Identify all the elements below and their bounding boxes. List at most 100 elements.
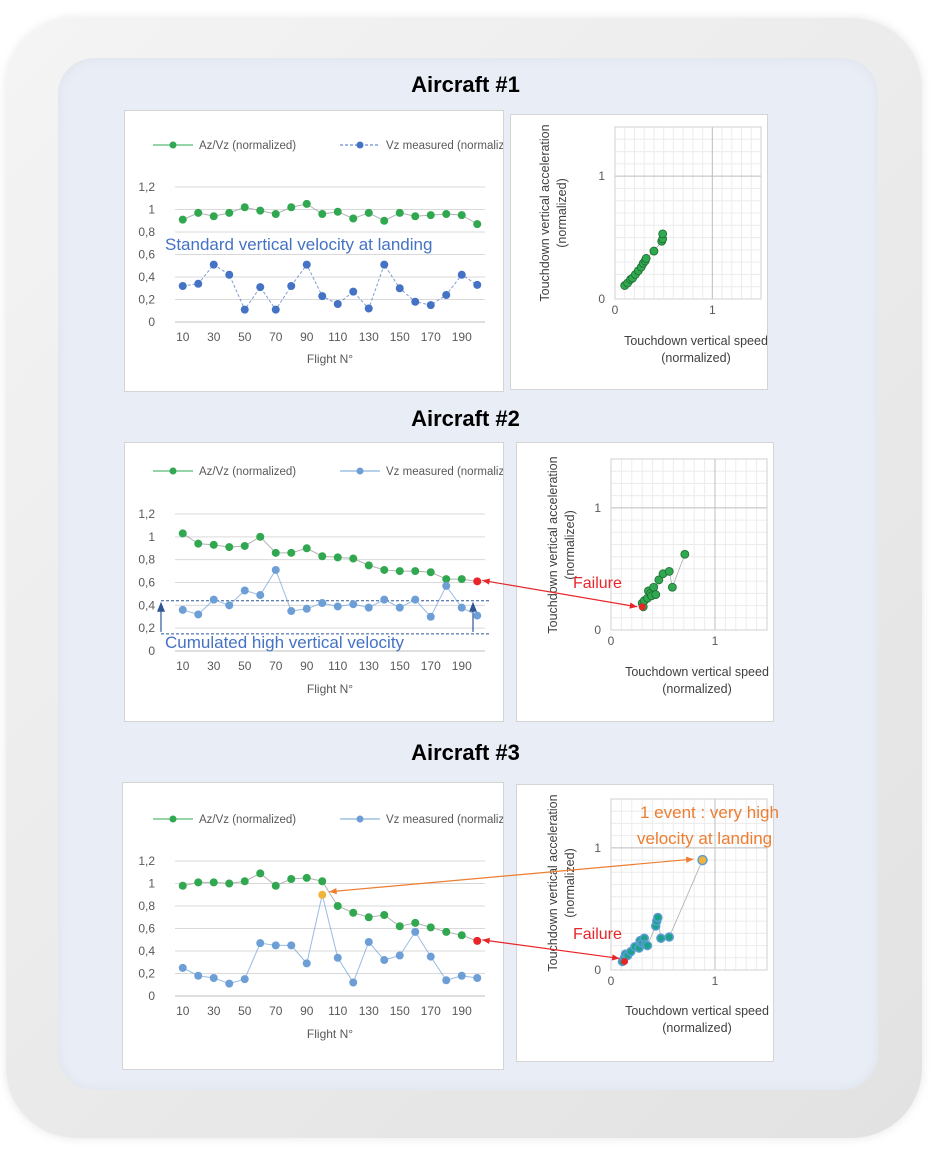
data-point-az-vz — [364, 561, 373, 570]
data-point-az-vz — [411, 212, 420, 221]
data-point-vz-measured — [395, 603, 404, 612]
data-point-vz-measured — [364, 938, 373, 946]
data-point-vz-measured — [209, 974, 218, 982]
data-point-az-vz — [271, 881, 280, 890]
y-tick-label: 1,2 — [138, 180, 155, 194]
section-title-aircraft-2: Aircraft #2 — [411, 406, 520, 431]
failure-point — [621, 957, 629, 965]
y-tick-label: 0 — [594, 623, 601, 637]
y-tick-label: 1 — [148, 530, 155, 544]
data-point-vz-measured — [318, 890, 327, 899]
x-tick-label: 130 — [359, 1004, 379, 1018]
data-point-az-vz — [395, 922, 404, 931]
data-point-vz-measured — [302, 959, 311, 968]
legend-label: Vz measured (normalized) — [386, 814, 503, 826]
chart-panel-aircraft-3-line: 0 0,2 0,4 0,6 0,8 1 1,2 10 30 50 70 90 110 130 150 170 1… — [122, 782, 521, 1070]
x-tick-label: 170 — [421, 1004, 441, 1018]
data-point-vz-measured — [271, 305, 280, 314]
x-tick-label: 0 — [612, 303, 619, 317]
x-tick-label: 190 — [452, 1004, 472, 1018]
data-point-az-vz — [364, 208, 373, 217]
series-line-vz-measured — [182, 894, 478, 985]
data-point-vz-measured — [240, 305, 249, 314]
y-tick-label: 1 — [594, 841, 601, 855]
data-point-vz-measured — [240, 586, 249, 595]
data-point-vz-measured — [287, 282, 296, 290]
data-point-az-vz — [209, 212, 218, 221]
data-point-vz-measured — [287, 607, 296, 616]
data-point-vz-measured — [442, 976, 451, 985]
data-point-vz-measured — [302, 260, 311, 269]
x-tick-label: 150 — [390, 659, 410, 673]
data-point-az-vz — [349, 214, 358, 223]
legend-label: Az/Vz (normalized) — [199, 814, 296, 826]
data-point-az-vz — [287, 875, 296, 883]
y-tick-label: 0 — [598, 292, 605, 306]
data-point-vz-measured — [287, 941, 296, 950]
x-tick-label: 1 — [709, 303, 716, 317]
y-tick-label: 0,2 — [138, 967, 155, 981]
scatter-point — [656, 933, 666, 943]
y-tick-label: 0,6 — [138, 576, 155, 590]
legend-marker — [169, 467, 177, 475]
x-tick-label: 50 — [238, 330, 252, 344]
plot-border — [610, 458, 768, 631]
data-point-az-vz — [256, 532, 265, 541]
data-point-vz-measured — [442, 291, 451, 299]
data-point-vz-measured — [178, 282, 187, 290]
data-point-az-vz — [256, 206, 265, 215]
legend-marker — [356, 141, 364, 149]
scatter-chart-aircraft-2: 0 1 0 1 Touchdown vertical speed (normalized)… — [546, 456, 769, 696]
scatter-chart-aircraft-1: 0 1 0 1 Touchdown vertical speed (normalized)… — [538, 124, 768, 365]
failure-point — [638, 603, 646, 611]
data-point-az-vz — [225, 208, 234, 217]
data-point-az-vz — [349, 908, 358, 917]
data-point-az-vz — [225, 543, 234, 552]
x-tick-label: 150 — [390, 330, 410, 344]
y-tick-label: 0,6 — [138, 922, 155, 936]
data-point-az-vz — [380, 216, 389, 225]
legend-marker — [356, 815, 364, 823]
y-tick-label: 1,2 — [138, 507, 155, 521]
x-tick-label: 50 — [238, 659, 252, 673]
data-point-vz-measured — [395, 284, 404, 293]
line-chart-aircraft-2: 0 0,2 0,4 0,6 0,8 1 1,2 10 30 50 70 90 110 130 150 170 1… — [138, 466, 521, 696]
data-point-vz-measured — [318, 292, 327, 301]
x-tick-label: 130 — [359, 330, 379, 344]
x-tick-label: 110 — [328, 1004, 347, 1018]
data-point-vz-measured — [380, 595, 389, 604]
data-point-vz-measured — [318, 599, 327, 608]
data-point-vz-measured — [225, 270, 234, 279]
data-point-az-vz — [333, 902, 342, 910]
x-tick-label: 50 — [238, 1004, 252, 1018]
data-point-az-vz — [194, 208, 203, 217]
x-tick-label: 170 — [421, 659, 441, 673]
y-axis-label-unit: (normalized) — [563, 848, 577, 917]
data-point-az-vz — [349, 554, 358, 563]
scatter-point — [649, 582, 659, 592]
data-point-vz-measured — [349, 287, 358, 296]
x-tick-label: 70 — [269, 659, 283, 673]
x-tick-label: 10 — [176, 330, 190, 344]
chart-annotation: Standard vertical velocity at landing — [165, 235, 432, 254]
legend-label: Az/Vz (normalized) — [199, 140, 296, 152]
x-tick-label: 90 — [300, 1004, 314, 1018]
y-axis-label: Touchdown vertical acceleration — [546, 456, 560, 633]
y-axis-label: Touchdown vertical acceleration — [546, 794, 560, 971]
data-point-az-vz — [426, 568, 435, 577]
data-point-az-vz — [426, 211, 435, 220]
y-tick-label: 0 — [594, 963, 601, 977]
legend-label: Vz measured (normalized) — [386, 140, 503, 152]
data-point-vz-measured — [333, 300, 342, 308]
data-point-vz-measured — [225, 979, 234, 988]
chart-panel-aircraft-1-line: 0 0,2 0,4 0,6 0,8 1 1,2 10 30 50 70 90 110 130 150 170 1… — [124, 110, 521, 392]
scatter-point — [680, 549, 690, 559]
data-point-vz-measured — [194, 610, 203, 619]
data-point-vz-measured — [349, 600, 358, 609]
data-point-az-vz — [287, 548, 296, 557]
plot-border — [614, 126, 762, 300]
data-point-vz-measured — [395, 951, 404, 960]
data-point-az-vz — [411, 918, 420, 927]
data-point-az-vz — [194, 539, 203, 548]
scatter-point — [651, 590, 661, 599]
